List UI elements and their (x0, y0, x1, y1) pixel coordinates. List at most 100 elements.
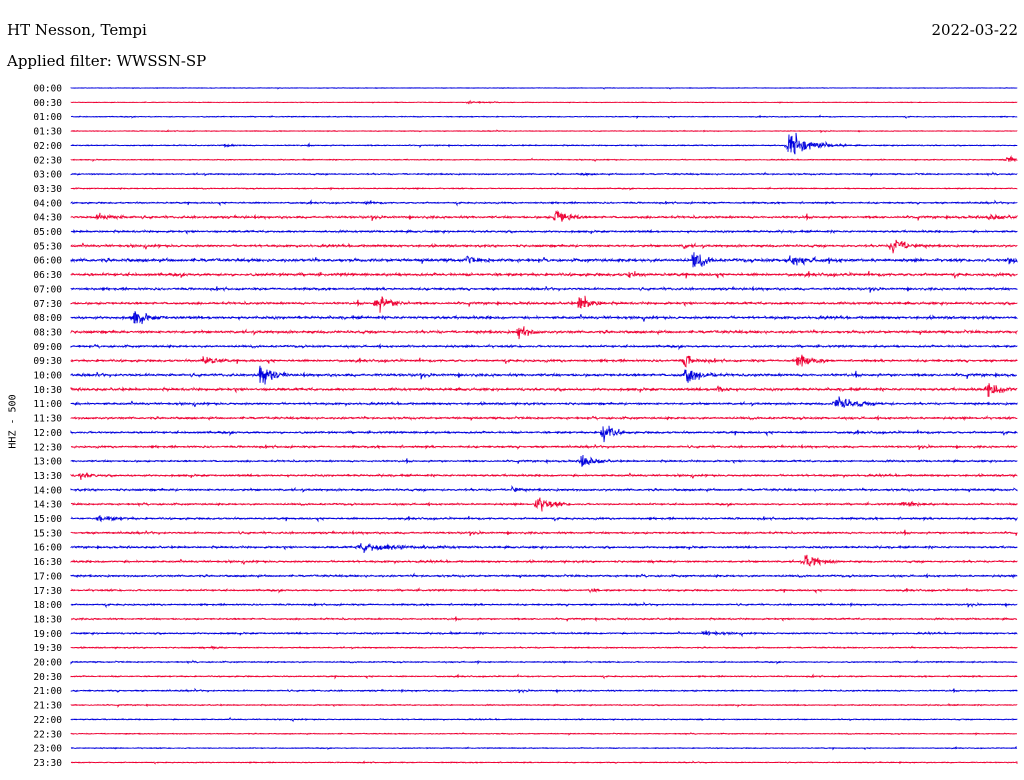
row-time-label: 17:00 (33, 571, 62, 582)
seismic-trace-row (70, 587, 1018, 594)
row-time-label: 12:30 (33, 442, 62, 453)
row-time-label: 11:30 (33, 414, 62, 425)
seismic-trace-row (70, 443, 1018, 451)
seismic-trace-row (70, 601, 1018, 609)
seismic-trace-row (70, 630, 1018, 638)
row-time-label: 19:00 (33, 629, 62, 640)
row-time-label: 07:00 (33, 284, 62, 295)
seismic-trace-row (70, 687, 1018, 694)
row-time-label: 22:30 (33, 729, 62, 740)
seismic-trace-row (70, 396, 1018, 408)
row-time-label: 17:30 (33, 586, 62, 597)
seismic-trace-row (70, 383, 1018, 397)
row-time-label: 08:30 (33, 327, 62, 338)
seismic-trace-row (70, 616, 1018, 622)
seismic-trace-row (70, 199, 1018, 207)
row-time-label: 16:00 (33, 543, 62, 554)
seismic-trace-row (70, 99, 1018, 105)
seismic-trace-row (70, 454, 1018, 467)
seismic-trace-row (70, 673, 1018, 680)
seismic-trace-row (70, 326, 1018, 340)
row-time-label: 23:30 (33, 758, 62, 769)
seismic-trace-row (70, 425, 1018, 443)
row-time-label: 05:00 (33, 227, 62, 238)
row-time-label: 13:30 (33, 471, 62, 482)
row-time-label: 08:00 (33, 313, 62, 324)
row-time-label: 06:00 (33, 256, 62, 267)
seismic-trace-row (70, 472, 1018, 480)
seismic-trace-row (70, 295, 1018, 313)
row-time-label: 14:00 (33, 485, 62, 496)
row-time-label: 15:00 (33, 514, 62, 525)
row-time-label: 04:30 (33, 213, 62, 224)
seismic-trace-row (70, 252, 1018, 268)
row-time-label: 16:30 (33, 557, 62, 568)
row-time-label: 19:30 (33, 643, 62, 654)
filter-label: Applied filter: WWSSN-SP (7, 52, 207, 70)
seismic-trace-row (70, 186, 1018, 191)
seismic-trace-row (70, 572, 1018, 579)
row-time-label: 00:00 (33, 84, 62, 95)
seismic-trace-row (70, 716, 1018, 723)
seismic-trace-row (70, 210, 1018, 222)
row-time-label: 18:30 (33, 614, 62, 625)
seismic-trace-row (70, 114, 1018, 120)
seismic-trace-row (70, 228, 1018, 235)
row-time-label: 03:30 (33, 184, 62, 195)
row-time-label: 10:00 (33, 371, 62, 382)
seismic-trace-row (70, 659, 1018, 665)
row-time-label: 00:30 (33, 98, 62, 109)
seismic-trace-row (70, 132, 1018, 155)
row-time-label: 21:30 (33, 701, 62, 712)
row-time-label: 09:30 (33, 356, 62, 367)
row-time-label: 07:30 (33, 299, 62, 310)
seismic-trace-row (70, 554, 1018, 567)
seismic-trace-row (70, 239, 1018, 254)
seismic-trace-row (70, 731, 1018, 736)
date-label: 2022-03-22 (931, 21, 1018, 39)
seismic-trace-row (70, 354, 1018, 368)
row-time-label: 22:00 (33, 715, 62, 726)
seismic-trace-row (70, 86, 1018, 90)
seismic-trace-row (70, 515, 1018, 523)
row-time-label: 20:00 (33, 658, 62, 669)
row-time-label: 13:00 (33, 457, 62, 468)
row-time-label: 20:30 (33, 672, 62, 683)
row-time-label: 21:00 (33, 686, 62, 697)
row-time-label: 18:00 (33, 600, 62, 611)
row-time-label: 09:00 (33, 342, 62, 353)
seismic-trace-row (70, 745, 1018, 751)
row-time-label: 02:00 (33, 141, 62, 152)
row-time-label: 01:00 (33, 112, 62, 123)
seismic-trace-row (70, 702, 1018, 709)
seismic-trace-row (70, 760, 1018, 765)
row-time-label: 10:30 (33, 385, 62, 396)
seismic-trace-row (70, 129, 1018, 134)
row-time-label: 04:00 (33, 198, 62, 209)
row-time-label: 14:30 (33, 500, 62, 511)
seismic-trace-row (70, 414, 1018, 422)
row-time-label: 03:00 (33, 170, 62, 181)
row-time-label: 02:30 (33, 155, 62, 166)
seismic-trace-row (70, 154, 1018, 163)
station-title: HT Nesson, Tempi (7, 21, 147, 39)
seismic-trace-row (70, 270, 1018, 279)
seismic-trace-row (70, 645, 1018, 651)
seismic-trace-row (70, 343, 1018, 351)
seismic-trace-row (70, 311, 1018, 325)
seismic-trace-row (70, 543, 1018, 553)
row-time-label: 11:00 (33, 399, 62, 410)
seismic-trace-row (70, 529, 1018, 537)
seismic-trace-row (70, 497, 1018, 512)
row-time-label: 06:30 (33, 270, 62, 281)
seismic-trace-row (70, 485, 1018, 493)
row-time-label: 05:30 (33, 241, 62, 252)
row-time-label: 23:00 (33, 744, 62, 755)
row-time-label: 15:30 (33, 528, 62, 539)
row-time-label: 12:00 (33, 428, 62, 439)
seismic-trace-row (70, 171, 1018, 178)
seismic-trace-row (70, 285, 1018, 293)
row-time-label: 01:30 (33, 127, 62, 138)
seismic-trace-row (70, 365, 1018, 385)
